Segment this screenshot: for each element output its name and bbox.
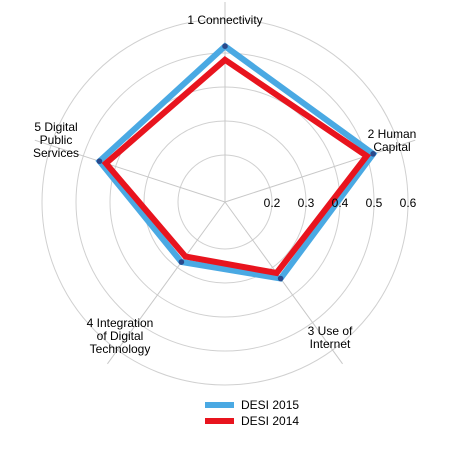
series-line-desi-2014	[101, 56, 372, 277]
series-point	[96, 158, 103, 165]
axis-label: 1 Connectivity	[187, 13, 262, 27]
axis-spoke	[224, 201, 343, 365]
tick-label: 0.3	[298, 196, 315, 210]
axis-spoke	[224, 139, 416, 203]
axis-label: 5 Digital Public Services	[33, 120, 79, 160]
series-point	[370, 151, 376, 157]
series-point	[277, 275, 284, 282]
tick-label: 0.2	[264, 196, 281, 210]
tick-label: 0.4	[332, 196, 349, 210]
legend: DESI 2015 DESI 2014	[205, 398, 299, 428]
radar-series	[95, 42, 378, 282]
tick-label: 0.6	[400, 196, 417, 210]
tick-label: 0.5	[366, 196, 383, 210]
radar-spokes	[34, 2, 416, 365]
axis-spoke	[34, 139, 226, 203]
axis-label: 4 Integration of Digital Technology	[87, 316, 154, 356]
radial-tick-labels: 0.2 0.3 0.4 0.5 0.6	[264, 196, 417, 210]
legend-label: DESI 2015	[241, 398, 299, 412]
axis-labels: 1 Connectivity 2 Human Capital 3 Use of Inte…	[33, 13, 416, 356]
axis-label: 2 Human Capital	[368, 127, 417, 154]
series-point	[178, 259, 185, 265]
axis-label: 3 Use of Internet	[308, 324, 353, 351]
series-point	[222, 43, 228, 49]
series-line-desi-2015	[95, 42, 378, 282]
axis-spoke	[107, 201, 226, 365]
legend-label: DESI 2014	[241, 414, 299, 428]
